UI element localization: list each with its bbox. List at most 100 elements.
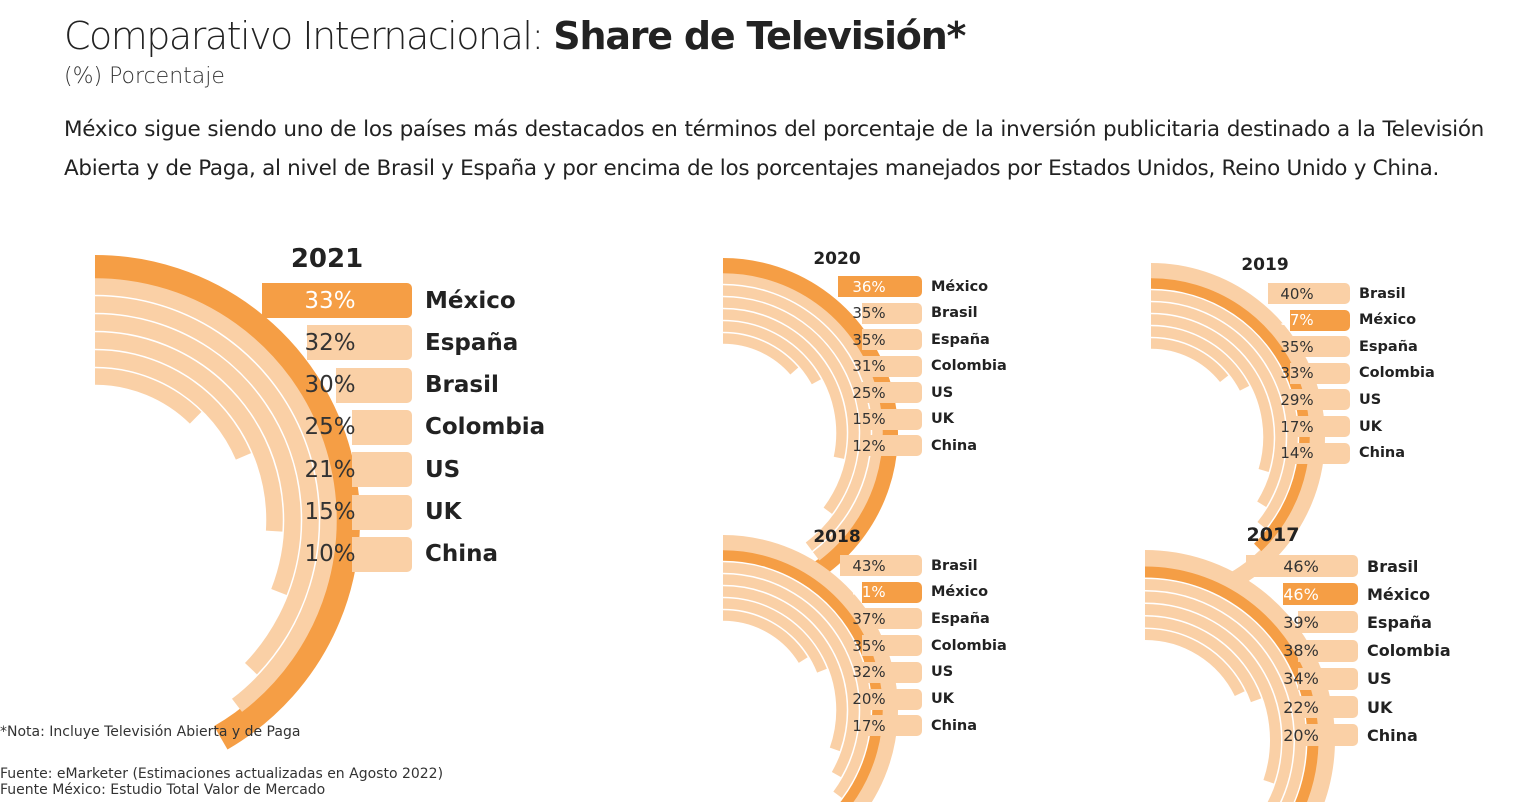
value-label: 35% <box>852 636 886 655</box>
category-label: México <box>931 278 989 295</box>
arc-colombia <box>1150 302 1286 507</box>
bar-us: 25% <box>852 382 922 403</box>
value-label: 46% <box>1283 556 1319 576</box>
category-label: España <box>1367 612 1432 632</box>
category-label: México <box>425 287 516 314</box>
arc-china <box>722 610 808 663</box>
value-label: 34% <box>1283 669 1319 689</box>
bar-méxico: 46% <box>1283 583 1358 606</box>
category-label: UK <box>931 691 955 707</box>
category-label: España <box>1359 338 1418 355</box>
bar-us: 34% <box>1283 667 1358 690</box>
arc-china <box>1144 629 1245 697</box>
category-label: Brasil <box>1367 556 1419 576</box>
arc-us <box>1150 314 1274 473</box>
value-label: 17% <box>1280 417 1314 436</box>
category-label: España <box>931 610 990 627</box>
value-label: 37% <box>1280 311 1314 330</box>
arc-colombia <box>722 574 859 778</box>
value-label: 39% <box>1283 612 1319 632</box>
bar-china: 17% <box>852 715 922 737</box>
value-label: 32% <box>852 663 886 682</box>
category-label: España <box>931 331 990 348</box>
category-label: China <box>1359 445 1406 462</box>
summary-paragraph: México sigue siendo uno de los países má… <box>64 117 1484 181</box>
arc-china <box>722 333 799 375</box>
category-label: UK <box>931 411 955 427</box>
category-label: Colombia <box>1367 641 1451 661</box>
value-label: 20% <box>852 690 886 708</box>
category-label: Brasil <box>931 305 978 321</box>
footnote: *Nota: Incluye Televisión Abierta y de P… <box>0 724 301 740</box>
value-label: 35% <box>1280 337 1314 356</box>
bar-uk: 22% <box>1283 696 1358 718</box>
bar-méxico: 33% <box>262 283 412 318</box>
arc-us <box>1144 604 1281 784</box>
value-label: 37% <box>852 609 886 628</box>
category-label: US <box>931 664 954 681</box>
bar-colombia: 35% <box>852 635 922 657</box>
arc-españa <box>722 562 871 798</box>
bar-us: 29% <box>1280 389 1350 411</box>
category-label: US <box>1359 391 1382 408</box>
category-label: Colombia <box>425 414 546 441</box>
arc-uk <box>722 598 827 673</box>
bar-china: 20% <box>1283 724 1358 747</box>
page-subtitle: (%) Porcentaje <box>64 64 225 89</box>
bar-china: 10% <box>304 536 412 572</box>
bar-colombia: 25% <box>304 409 412 445</box>
arc-china <box>94 368 202 424</box>
category-label: China <box>931 437 978 454</box>
category-label: Brasil <box>1359 285 1406 302</box>
category-label: Brasil <box>931 557 978 574</box>
value-label: 40% <box>1280 284 1314 303</box>
category-label: China <box>931 717 978 734</box>
value-label: 22% <box>1283 697 1319 717</box>
bar-uk: 15% <box>852 408 922 430</box>
bar-us: 32% <box>852 661 922 683</box>
arc-brasil <box>1144 550 1335 802</box>
bar-uk: 15% <box>304 494 412 530</box>
bar-brasil: 35% <box>852 302 922 324</box>
bar-brasil: 30% <box>304 367 412 403</box>
value-label: 25% <box>852 383 886 402</box>
bar-españa: 32% <box>304 325 412 361</box>
value-label: 30% <box>304 372 356 399</box>
source-line-1: Fuente: eMarketer (Estimaciones actualiz… <box>0 766 444 782</box>
value-label: 36% <box>852 277 886 296</box>
page-title: Comparativo Internacional: Share de Tele… <box>64 14 966 58</box>
bar-uk: 17% <box>1280 416 1350 437</box>
category-label: México <box>1367 584 1431 604</box>
value-label: 29% <box>1280 390 1314 409</box>
category-label: México <box>1359 312 1417 329</box>
category-label: Colombia <box>1359 365 1435 382</box>
value-label: 12% <box>852 436 886 455</box>
category-label: Colombia <box>931 358 1007 374</box>
arc-colombia <box>94 314 301 595</box>
chart-year-title: 2021 <box>290 244 364 274</box>
value-label: 46% <box>1283 584 1319 604</box>
arc-brasil <box>94 296 319 675</box>
value-label: 41% <box>852 583 886 602</box>
category-label: US <box>1367 669 1392 689</box>
arc-china <box>1150 338 1229 383</box>
arc-españa <box>1144 579 1306 802</box>
bar-españa: 35% <box>1280 336 1350 358</box>
chart-year-title: 2020 <box>813 249 861 269</box>
bar-españa: 37% <box>852 608 922 630</box>
category-label: US <box>425 456 461 483</box>
category-label: China <box>1367 725 1418 745</box>
arc-us <box>722 309 847 459</box>
arc-uk <box>1150 326 1250 391</box>
value-label: 38% <box>1283 641 1319 661</box>
arc-colombia <box>1144 591 1294 802</box>
bar-colombia: 33% <box>1280 362 1350 384</box>
bar-méxico: 41% <box>852 581 922 603</box>
value-label: 35% <box>852 330 886 349</box>
value-label: 17% <box>852 716 886 735</box>
arc-méxico <box>1144 566 1319 802</box>
value-label: 35% <box>852 304 886 322</box>
category-label: UK <box>425 499 462 525</box>
